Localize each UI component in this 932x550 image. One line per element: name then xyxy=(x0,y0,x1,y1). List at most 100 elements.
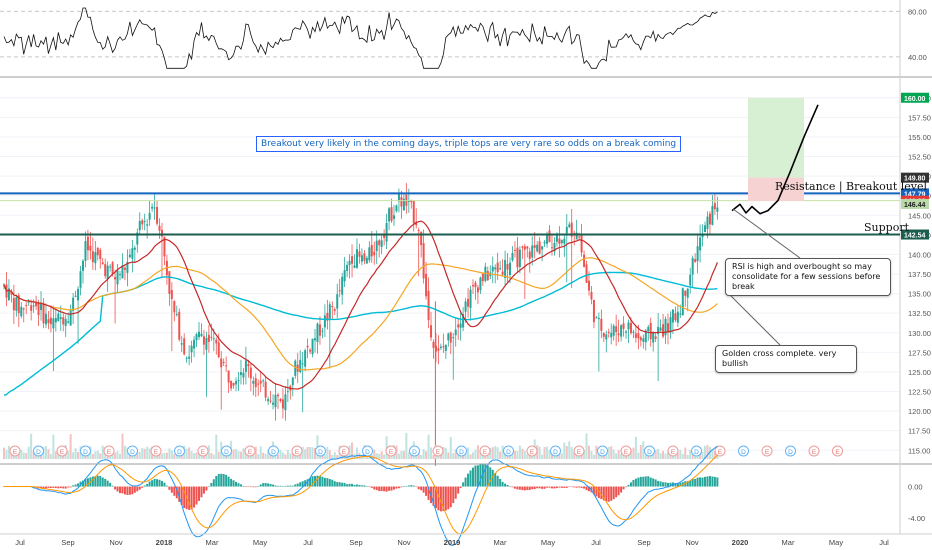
candle-body xyxy=(462,314,465,328)
macd-histogram-bar xyxy=(521,486,524,491)
earnings-marker[interactable] xyxy=(620,445,632,457)
earnings-marker[interactable] xyxy=(761,445,773,457)
candle-body xyxy=(306,345,309,348)
volume-bar xyxy=(711,448,714,459)
candle-body xyxy=(188,356,191,359)
projection-path[interactable] xyxy=(731,104,819,215)
macd-histogram-bar xyxy=(126,486,129,495)
dividend-marker[interactable] xyxy=(597,445,608,457)
volume-bar xyxy=(597,454,600,459)
earnings-marker[interactable] xyxy=(667,445,679,457)
price-tag[interactable] xyxy=(901,229,929,240)
candle-body xyxy=(491,266,494,272)
volume-bar xyxy=(15,454,18,459)
dividend-marker[interactable] xyxy=(221,445,232,457)
volume-bar xyxy=(25,452,28,459)
volume-bar xyxy=(119,453,122,459)
macd-histogram-bar xyxy=(422,486,425,493)
dividend-marker[interactable] xyxy=(691,445,702,457)
dividend-marker[interactable] xyxy=(315,445,326,457)
dividend-marker[interactable] xyxy=(174,445,185,457)
event-marker-label: D xyxy=(83,449,88,456)
candle-body xyxy=(262,380,265,382)
price-tick-label: 152.50 xyxy=(908,153,931,162)
price-tag[interactable] xyxy=(901,92,929,103)
earnings-marker[interactable] xyxy=(432,445,444,457)
earnings-marker[interactable] xyxy=(338,445,350,457)
dividend-marker[interactable] xyxy=(738,445,749,457)
volume-bar xyxy=(634,436,637,459)
earnings-marker[interactable] xyxy=(714,445,726,457)
candle-body xyxy=(704,225,707,233)
earnings-marker[interactable] xyxy=(479,445,491,457)
dividend-marker[interactable] xyxy=(80,445,91,457)
price-tag-label: 142.54 xyxy=(904,233,926,240)
candle-body xyxy=(32,305,35,307)
earnings-marker[interactable] xyxy=(832,445,843,457)
earnings-marker[interactable] xyxy=(808,445,820,457)
dividend-marker[interactable] xyxy=(127,445,138,457)
price-axis[interactable]: 115.00 117.50 120.00 122.50 125.00 127.50 130.… xyxy=(0,0,932,535)
volume-bar xyxy=(573,452,576,459)
macd-histogram-bar xyxy=(691,478,694,487)
macd-histogram-bar xyxy=(412,485,415,487)
candle-body xyxy=(528,251,531,259)
macd-histogram-bar xyxy=(605,486,608,502)
macd-histogram-bar xyxy=(474,465,477,487)
earnings-marker[interactable] xyxy=(9,445,21,457)
candle-body xyxy=(427,290,430,321)
price-tag[interactable] xyxy=(901,198,929,209)
macd-histogram-bar xyxy=(501,481,504,487)
golden-cross-callout[interactable]: Golden cross complete. very bullish xyxy=(715,345,857,373)
volume-bar xyxy=(612,449,615,459)
candle-body xyxy=(259,380,262,384)
earnings-marker[interactable] xyxy=(244,445,256,457)
price-tag[interactable] xyxy=(901,172,929,183)
dividend-marker[interactable] xyxy=(503,445,514,457)
dividend-marker[interactable] xyxy=(456,445,467,457)
earnings-marker[interactable] xyxy=(103,445,115,457)
macd-histogram-bar xyxy=(575,486,578,488)
rsi-callout[interactable]: RSI is high and overbought so may consol… xyxy=(725,258,891,296)
candle-body xyxy=(538,241,541,254)
earnings-marker[interactable] xyxy=(291,445,303,457)
time-axis[interactable]: Jul Sep Nov 2018 Mar May Jul Sep Nov 2019 Mar May Ju… xyxy=(15,538,889,547)
dividend-marker[interactable] xyxy=(268,445,279,457)
macd-histogram-bar xyxy=(464,477,467,487)
candle-body xyxy=(385,223,388,242)
price-tag[interactable] xyxy=(901,188,929,199)
dividend-marker[interactable] xyxy=(644,445,655,457)
earnings-marker[interactable] xyxy=(526,445,538,457)
volume-bar xyxy=(331,454,334,459)
macd-histogram-bar xyxy=(469,470,472,487)
volume-bar xyxy=(168,448,171,459)
candle-body xyxy=(664,318,667,336)
headline-note[interactable]: Breakout very likely in the coming days,… xyxy=(256,136,682,152)
macd-histogram-bar xyxy=(553,486,556,489)
target-zone[interactable] xyxy=(748,97,804,178)
volume-bar xyxy=(417,452,420,459)
price-tag-label: 147.79 xyxy=(904,191,926,198)
volume-bar xyxy=(96,450,99,459)
earnings-marker[interactable] xyxy=(573,445,585,457)
earnings-marker[interactable] xyxy=(385,445,397,457)
rsi-line xyxy=(3,7,718,69)
earnings-marker[interactable] xyxy=(150,445,162,457)
macd-histogram-bar xyxy=(452,486,455,504)
earnings-marker[interactable] xyxy=(197,445,209,457)
golden-cross-pointer xyxy=(730,295,781,346)
dividend-marker[interactable] xyxy=(409,445,420,457)
macd-histogram-bar xyxy=(64,486,67,489)
volume-bar xyxy=(708,446,711,459)
candle-body xyxy=(452,337,455,339)
volume-bar xyxy=(326,446,329,459)
earnings-marker[interactable] xyxy=(56,445,68,457)
volume-bar xyxy=(481,454,484,459)
dividend-marker[interactable] xyxy=(33,445,44,457)
dividend-marker[interactable] xyxy=(550,445,561,457)
stop-zone[interactable] xyxy=(748,177,804,201)
dividend-marker[interactable] xyxy=(785,445,796,457)
macd-histogram-bar xyxy=(190,486,193,510)
candle-body xyxy=(326,312,329,321)
volume-bar xyxy=(163,453,166,459)
